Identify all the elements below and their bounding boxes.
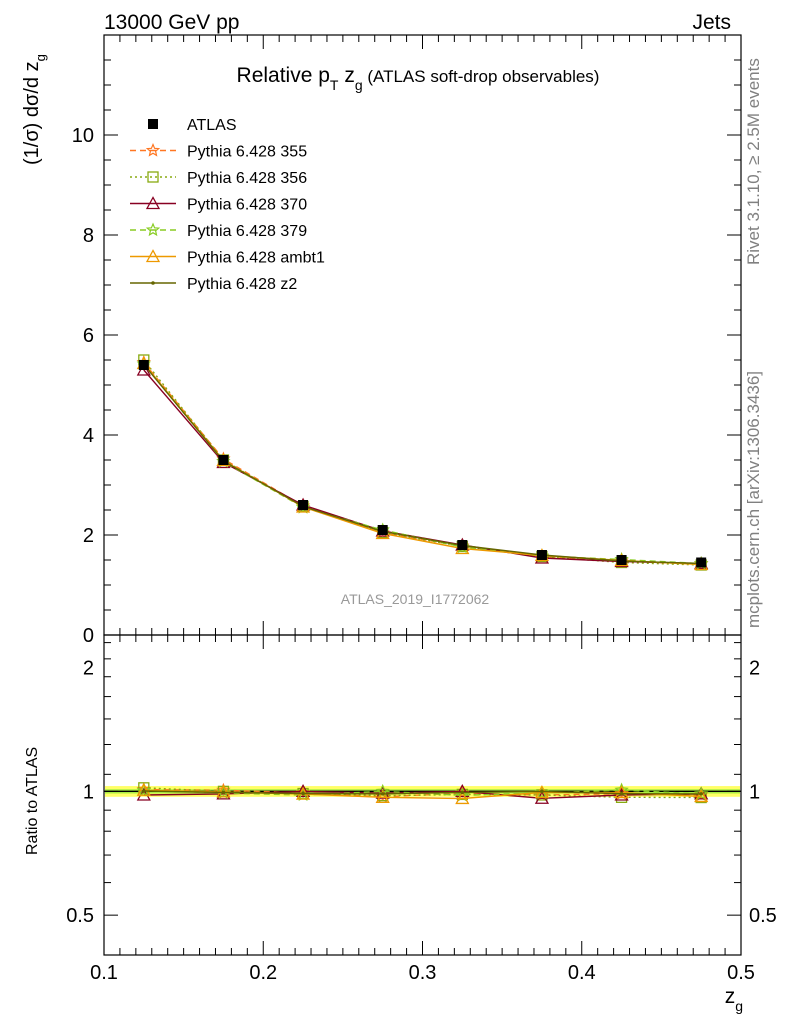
legend-label: Pythia 6.428 ambt1 bbox=[187, 250, 325, 267]
y-tick-label: 4 bbox=[83, 425, 94, 447]
analysis-label: ATLAS_2019_I1772062 bbox=[341, 591, 490, 607]
ratio-point bbox=[142, 789, 146, 793]
legend-marker bbox=[145, 222, 161, 237]
main-ylabel: (1/σ) dσ/d zg bbox=[21, 54, 48, 165]
ratio-point bbox=[614, 785, 629, 799]
y-tick-label: 1 bbox=[83, 781, 94, 803]
data-point bbox=[536, 550, 547, 560]
ratio-xlabel: zg bbox=[725, 985, 743, 1014]
data-point bbox=[377, 525, 388, 535]
ratio-point bbox=[694, 789, 709, 803]
y-tick-label-right: 2 bbox=[749, 658, 760, 680]
series-line bbox=[143, 362, 702, 565]
data-point bbox=[696, 557, 707, 568]
ratio-point bbox=[699, 792, 703, 796]
plot-title: Relative pT zg (ATLAS soft-drop observab… bbox=[237, 64, 600, 93]
ratio-panel: 0.5 0.5 1 1 2 2 0.1 0.2 0.3 0.4 0.5 bbox=[66, 634, 777, 984]
y-tick-label: 2 bbox=[83, 525, 94, 547]
legend-marker bbox=[145, 249, 161, 263]
ratio-point bbox=[540, 789, 544, 794]
ratio-ylabel: Ratio to ATLAS bbox=[24, 747, 41, 855]
legend-label: Pythia 6.428 379 bbox=[187, 223, 307, 240]
data-point bbox=[218, 455, 229, 465]
series-line bbox=[143, 364, 702, 565]
legend-marker bbox=[148, 119, 158, 129]
y-tick-label-right: 1 bbox=[749, 781, 760, 803]
y-tick-label: 0 bbox=[83, 625, 94, 647]
main-panel: 0 2 4 6 8 10 bbox=[72, 34, 742, 647]
ratio-point bbox=[136, 782, 151, 796]
legend-marker bbox=[151, 281, 155, 285]
ratio-point bbox=[455, 791, 470, 805]
ratio-point bbox=[216, 784, 231, 798]
rivet-label: Rivet 3.1.10, ≥ 2.5M events bbox=[744, 58, 763, 265]
ratio-line bbox=[143, 789, 702, 797]
data-point bbox=[616, 555, 627, 565]
legend: ATLAS Pythia 6.428 355 Pythia 6.428 356 Pyt… bbox=[130, 117, 325, 293]
legend-label: ATLAS bbox=[187, 117, 237, 134]
x-tick-label: 0.3 bbox=[409, 962, 437, 984]
legend-marker bbox=[145, 142, 161, 157]
ratio-point bbox=[375, 789, 390, 803]
legend-label: Pythia 6.428 356 bbox=[187, 170, 307, 187]
ratio-point bbox=[694, 786, 709, 800]
ratio-point bbox=[460, 790, 465, 795]
data-point bbox=[298, 500, 309, 510]
legend-marker bbox=[145, 196, 161, 210]
header-right: Jets bbox=[692, 11, 731, 34]
ratio-point bbox=[301, 791, 305, 796]
y-tick-label-right: 0.5 bbox=[749, 905, 777, 927]
ratio-point bbox=[380, 792, 385, 796]
x-tick-label: 0.5 bbox=[727, 962, 755, 984]
mcplots-label: mcplots.cern.ch [arXiv:1306.3436] bbox=[744, 371, 763, 628]
legend-label: Pythia 6.428 355 bbox=[187, 144, 307, 161]
ratio-point bbox=[221, 790, 226, 795]
x-tick-label: 0.2 bbox=[249, 962, 277, 984]
data-point bbox=[457, 540, 468, 550]
y-tick-label: 6 bbox=[83, 325, 94, 347]
ratio-point bbox=[295, 783, 311, 798]
legend-label: Pythia 6.428 370 bbox=[187, 197, 307, 214]
ratio-point bbox=[136, 783, 151, 797]
ratio-point bbox=[619, 791, 624, 796]
y-tick-label: 10 bbox=[72, 125, 94, 147]
y-tick-label: 0.5 bbox=[66, 905, 94, 927]
ratio-line bbox=[143, 790, 702, 795]
y-tick-label: 2 bbox=[83, 658, 94, 680]
x-tick-label: 0.4 bbox=[568, 962, 596, 984]
y-tick-label: 8 bbox=[83, 225, 94, 247]
x-tick-label: 0.1 bbox=[90, 962, 118, 984]
ratio-point bbox=[455, 783, 470, 798]
data-point bbox=[138, 360, 149, 370]
header-left: 13000 GeV pp bbox=[104, 11, 239, 34]
ratio-point bbox=[216, 785, 231, 800]
legend-marker bbox=[147, 171, 159, 183]
legend-label: Pythia 6.428 z2 bbox=[187, 276, 297, 293]
